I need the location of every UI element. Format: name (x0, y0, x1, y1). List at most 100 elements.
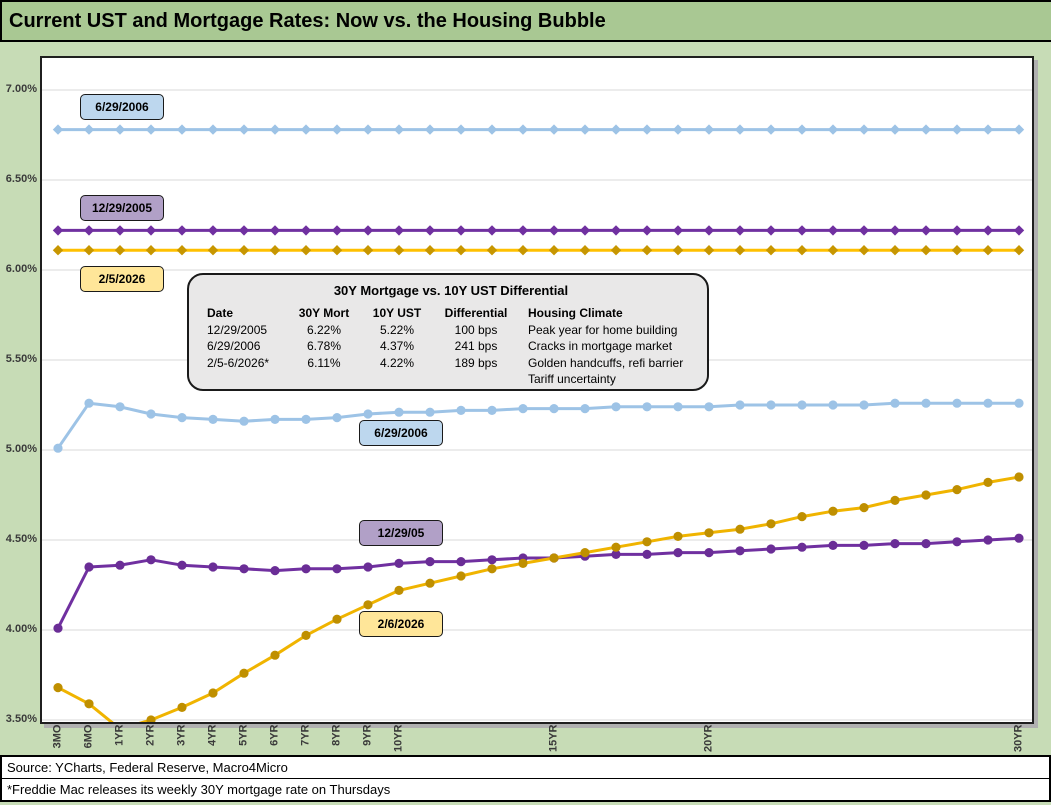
marker-mortgage-2006 (393, 124, 405, 135)
marker-mortgage-2006 (858, 124, 870, 135)
marker-mortgage-2005 (207, 225, 219, 236)
marker-mortgage-2006 (951, 124, 963, 135)
marker-ust-2026 (890, 495, 900, 505)
marker-mortgage-2005 (238, 225, 250, 236)
marker-ust-2026 (1014, 472, 1024, 482)
marker-ust-2006 (983, 398, 993, 408)
table-cell: 12/29/2005 (207, 322, 268, 337)
marker-ust-2005 (642, 549, 652, 559)
marker-mortgage-2006 (269, 124, 281, 135)
marker-ust-2026 (518, 558, 528, 568)
table-cell (440, 371, 512, 388)
marker-ust-2006 (394, 407, 404, 417)
marker-mortgage-2005 (486, 225, 498, 236)
marker-ust-2005 (332, 564, 342, 574)
marker-ust-2026 (704, 528, 714, 538)
marker-ust-2026 (673, 531, 683, 541)
table-cell: 241 bps (454, 339, 498, 353)
table-cell: 2/5-6/2026* (207, 355, 270, 370)
marker-mortgage-2026 (362, 245, 374, 256)
marker-mortgage-2026 (548, 245, 560, 256)
marker-mortgage-2026 (331, 245, 343, 256)
marker-ust-2026 (270, 650, 280, 660)
marker-mortgage-2006 (486, 124, 498, 135)
marker-mortgage-2026 (52, 245, 64, 256)
marker-ust-2006 (301, 414, 311, 424)
annotation-mortgage-2005-label: 12/29/2005 (80, 195, 164, 221)
marker-mortgage-2005 (858, 225, 870, 236)
differential-table: 30Y Mortgage vs. 10Y UST Differential Da… (187, 273, 709, 391)
marker-mortgage-2005 (982, 225, 994, 236)
marker-ust-2026 (84, 699, 94, 709)
marker-ust-2005 (363, 562, 373, 572)
marker-mortgage-2005 (920, 225, 932, 236)
table-cell: Golden handcuffs, refi barrier (528, 355, 684, 370)
marker-mortgage-2026 (176, 245, 188, 256)
marker-mortgage-2006 (579, 124, 591, 135)
marker-ust-2026 (797, 512, 807, 522)
table-cell: 6.11% (307, 355, 341, 370)
marker-ust-2006 (363, 409, 373, 419)
marker-mortgage-2026 (889, 245, 901, 256)
marker-mortgage-2026 (269, 245, 281, 256)
table-cell: 100 bps (454, 322, 498, 337)
marker-ust-2005 (704, 548, 714, 558)
y-axis-tick-label: 7.00% (5, 83, 37, 95)
marker-mortgage-2005 (424, 225, 436, 236)
marker-ust-2005 (208, 562, 218, 572)
marker-ust-2006 (53, 443, 63, 453)
marker-ust-2005 (487, 555, 497, 565)
marker-mortgage-2026 (641, 245, 653, 256)
marker-mortgage-2005 (734, 225, 746, 236)
marker-ust-2006 (146, 409, 156, 419)
marker-ust-2026 (735, 524, 745, 534)
series-line-ust-2026 (56, 475, 1021, 722)
table-cell: 6.22% (306, 322, 342, 337)
marker-mortgage-2006 (610, 124, 622, 135)
differential-table-title: 30Y Mortgage vs. 10Y UST Differential (333, 283, 569, 298)
annotation-ust-2026-label: 2/6/2026 (359, 611, 443, 637)
marker-ust-2026 (363, 600, 373, 610)
marker-mortgage-2005 (114, 225, 126, 236)
marker-mortgage-2006 (672, 124, 684, 135)
marker-mortgage-2006 (517, 124, 529, 135)
marker-mortgage-2005 (641, 225, 653, 236)
marker-mortgage-2005 (827, 225, 839, 236)
marker-mortgage-2005 (269, 225, 281, 236)
marker-ust-2006 (766, 400, 776, 410)
marker-mortgage-2026 (238, 245, 250, 256)
marker-ust-2026 (53, 683, 63, 693)
mortgage-note: *Freddie Mac releases its weekly 30Y mor… (2, 778, 1049, 800)
marker-ust-2026 (177, 702, 187, 713)
marker-ust-2026 (208, 688, 218, 698)
marker-mortgage-2026 (1013, 245, 1025, 256)
marker-ust-2005 (84, 562, 94, 572)
marker-mortgage-2026 (300, 245, 312, 256)
marker-mortgage-2026 (827, 245, 839, 256)
marker-ust-2006 (797, 400, 807, 410)
marker-mortgage-2026 (83, 245, 95, 256)
marker-ust-2026 (611, 542, 621, 552)
marker-mortgage-2006 (796, 124, 808, 135)
marker-mortgage-2026 (517, 245, 529, 256)
marker-ust-2006 (611, 402, 621, 412)
table-header: Differential (444, 306, 508, 320)
marker-ust-2006 (518, 404, 528, 414)
marker-ust-2026 (425, 578, 435, 588)
marker-ust-2026 (859, 503, 869, 513)
marker-ust-2006 (890, 398, 900, 408)
marker-ust-2005 (611, 549, 621, 559)
marker-mortgage-2026 (982, 245, 994, 256)
marker-mortgage-2006 (331, 124, 343, 135)
marker-mortgage-2005 (300, 225, 312, 236)
marker-ust-2005 (146, 555, 156, 565)
table-header: Housing Climate (528, 306, 623, 320)
marker-ust-2006 (425, 407, 435, 417)
marker-mortgage-2006 (145, 124, 157, 135)
marker-ust-2005 (1014, 533, 1024, 543)
marker-ust-2005 (270, 566, 280, 576)
marker-ust-2026 (921, 490, 931, 500)
marker-ust-2026 (828, 506, 838, 516)
marker-mortgage-2026 (858, 245, 870, 256)
